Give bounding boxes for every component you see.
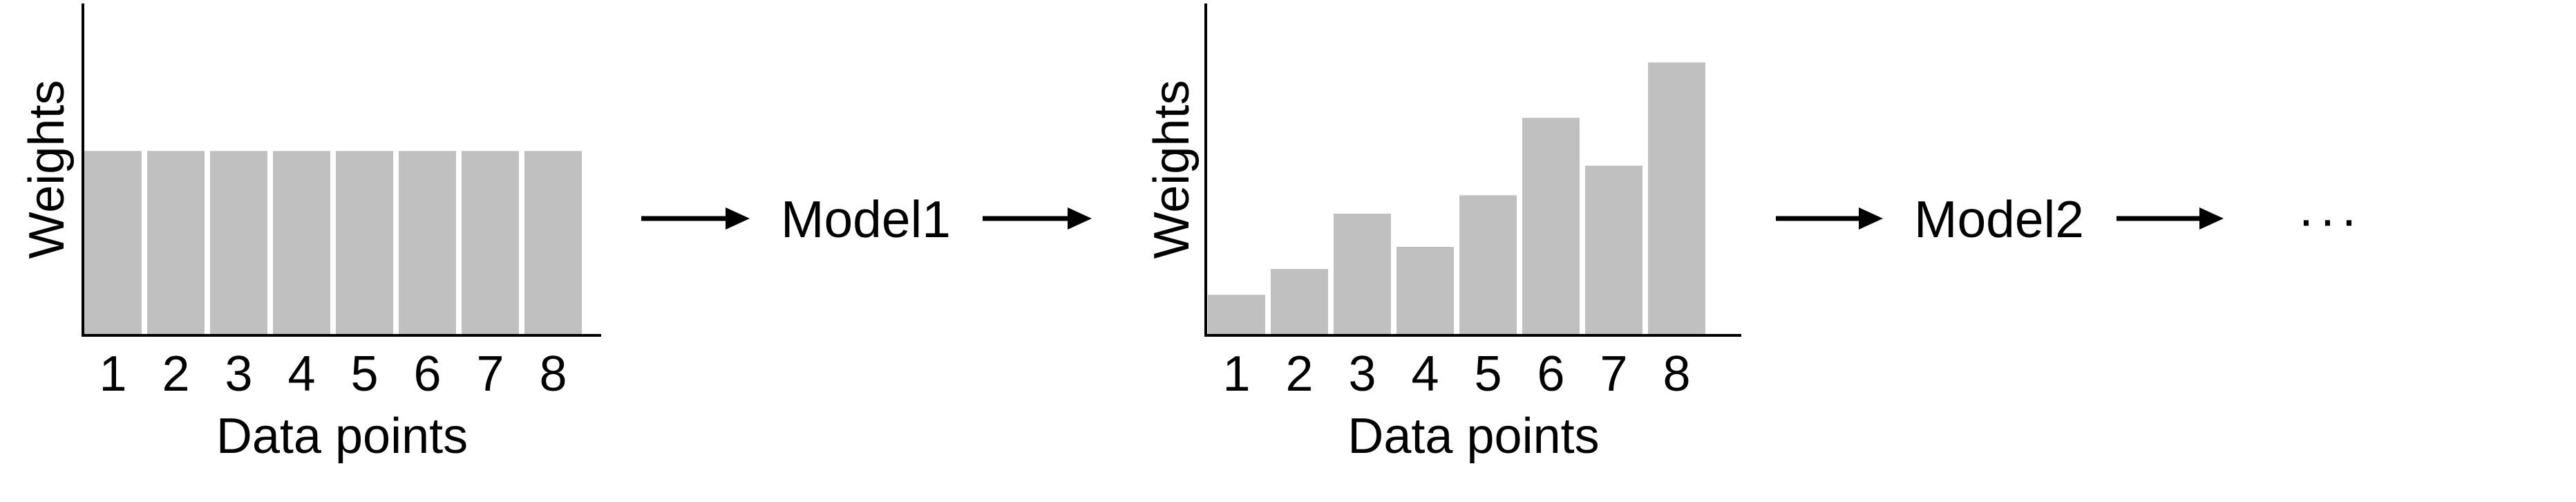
x-tick-label: 8 (1663, 346, 1690, 402)
x-tick-label: 7 (1600, 346, 1627, 402)
bar-3 (210, 151, 267, 336)
x-tick-label: 6 (1537, 346, 1564, 402)
model2-label: Model2 (1914, 190, 2084, 248)
arrow-4 (2116, 207, 2224, 230)
y-axis-label: Weights (1144, 80, 1200, 259)
bar-1 (1208, 295, 1265, 335)
bar-4 (273, 151, 330, 336)
arrow-2 (983, 207, 1092, 230)
bar-7 (462, 151, 519, 336)
x-tick-label: 2 (162, 346, 189, 402)
x-tick-label: 8 (539, 346, 567, 402)
x-axis-label: Data points (1347, 409, 1599, 464)
x-tick-label: 5 (1474, 346, 1502, 402)
bar-3 (1334, 214, 1391, 335)
x-tick-label: 2 (1285, 346, 1313, 402)
x-tick-label: 1 (1222, 346, 1250, 402)
bar-2 (1271, 269, 1328, 335)
x-tick-label: 4 (1411, 346, 1439, 402)
bar-5 (1459, 195, 1517, 335)
bar-8 (524, 151, 582, 336)
bar-5 (336, 151, 393, 336)
x-tick-label: 3 (1348, 346, 1376, 402)
x-tick-label: 7 (476, 346, 504, 402)
bar-4 (1396, 247, 1454, 335)
x-axis-label: Data points (216, 409, 468, 464)
ellipsis: ··· (2298, 190, 2362, 248)
x-tick-label: 6 (413, 346, 441, 402)
bar-6 (1522, 118, 1580, 336)
bar-8 (1648, 62, 1705, 335)
arrow-3 (1776, 207, 1883, 230)
arrow-1 (641, 207, 750, 230)
x-tick-label: 5 (350, 346, 378, 402)
chart-uniform-weights: 1 2 3 4 5 6 7 8 Data points Weights (19, 3, 601, 464)
y-axis-label: Weights (19, 80, 75, 259)
x-tick-label: 4 (287, 346, 315, 402)
x-tick-label: 3 (225, 346, 252, 402)
chart-updated-weights: 1 2 3 4 5 6 7 8 Data points Weights (1144, 3, 1741, 464)
bar-7 (1585, 165, 1642, 335)
model1-label: Model1 (781, 190, 951, 248)
bar-1 (84, 151, 142, 336)
bar-6 (399, 151, 456, 336)
x-tick-label: 1 (99, 346, 126, 402)
bar-2 (147, 151, 205, 336)
